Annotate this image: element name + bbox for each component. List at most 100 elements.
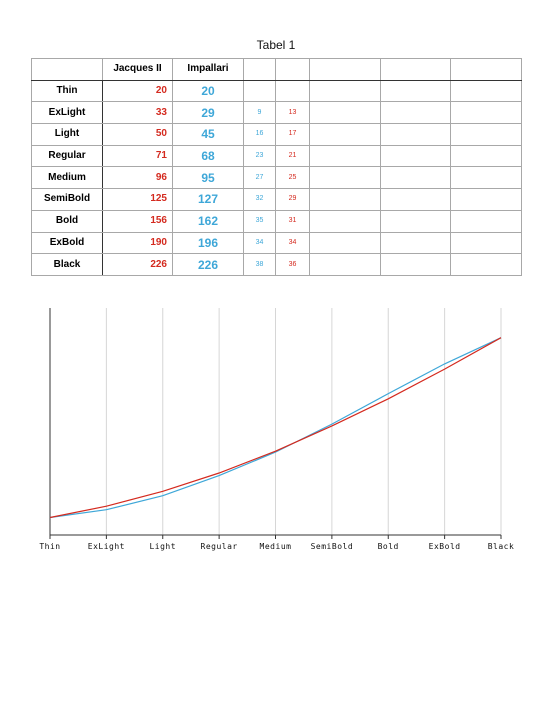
x-tick-label: Regular xyxy=(201,542,238,551)
header-cell xyxy=(275,58,310,81)
empty-cell xyxy=(380,166,451,190)
empty-cell xyxy=(380,209,451,233)
empty-cell xyxy=(380,231,451,255)
empty-cell xyxy=(450,231,522,255)
impallari-value: 45 xyxy=(172,123,244,146)
impallari-step: 27 xyxy=(243,166,276,190)
jacques-step: 21 xyxy=(275,144,310,168)
jacques-value: 226 xyxy=(102,253,173,276)
jacques-value: 190 xyxy=(102,231,173,255)
impallari-step: 23 xyxy=(243,144,276,168)
line-chart: Thin ExLight Light Regular Medium SemiBold Bol… xyxy=(39,308,515,551)
x-tick-label: Black xyxy=(488,542,515,551)
header-cell xyxy=(380,58,451,81)
empty-cell xyxy=(309,209,381,233)
impallari-value: 20 xyxy=(172,79,244,103)
series-line-jacques xyxy=(49,337,502,519)
table-row: Medium 96 95 27 25 xyxy=(31,166,522,190)
header-cell: Impallari xyxy=(172,58,244,81)
impallari-value: 29 xyxy=(172,101,244,125)
table-row: SemiBold 125 127 32 29 xyxy=(31,188,522,211)
empty-cell xyxy=(309,253,381,276)
impallari-value: 226 xyxy=(172,253,244,276)
row-label: Bold xyxy=(31,209,103,233)
jacques-step: 34 xyxy=(275,231,310,255)
table-row: Black 226 226 38 36 xyxy=(31,253,522,276)
table-row: Thin 20 20 xyxy=(31,79,522,103)
jacques-value: 156 xyxy=(102,209,173,233)
row-label: ExLight xyxy=(31,101,103,125)
jacques-step: 31 xyxy=(275,209,310,233)
row-label: Thin xyxy=(31,79,103,103)
x-tick-label: Thin xyxy=(39,542,60,551)
jacques-value: 33 xyxy=(102,101,173,125)
x-tick-labels: Thin ExLight Light Regular Medium SemiBold Bol… xyxy=(39,542,515,551)
row-label: Black xyxy=(31,253,103,276)
jacques-value: 71 xyxy=(102,144,173,168)
empty-cell xyxy=(380,144,451,168)
empty-cell xyxy=(309,123,381,146)
empty-cell xyxy=(450,253,522,276)
empty-cell xyxy=(309,166,381,190)
x-ticks xyxy=(49,535,502,539)
empty-cell xyxy=(309,101,381,125)
x-tick-label: ExLight xyxy=(88,542,125,551)
empty-cell xyxy=(380,79,451,103)
empty-cell xyxy=(450,123,522,146)
impallari-step: 16 xyxy=(243,123,276,146)
empty-cell xyxy=(309,231,381,255)
header-cell xyxy=(243,58,276,81)
empty-cell xyxy=(450,166,522,190)
empty-cell xyxy=(380,101,451,125)
x-tick-label: Medium xyxy=(260,542,292,551)
empty-cell xyxy=(450,188,522,211)
series-lines xyxy=(49,337,502,519)
header-row: Jacques II Impallari xyxy=(31,58,522,81)
header-cell xyxy=(31,58,103,81)
empty-cell xyxy=(450,101,522,125)
jacques-step: 36 xyxy=(275,253,310,276)
impallari-step: 38 xyxy=(243,253,276,276)
table-row: ExLight 33 29 9 13 xyxy=(31,101,522,125)
jacques-step: 25 xyxy=(275,166,310,190)
jacques-value: 50 xyxy=(102,123,173,146)
table-row: ExBold 190 196 34 34 xyxy=(31,231,522,255)
empty-cell xyxy=(380,253,451,276)
impallari-step xyxy=(243,79,276,103)
empty-cell xyxy=(380,188,451,211)
impallari-value: 95 xyxy=(172,166,244,190)
row-label: ExBold xyxy=(31,231,103,255)
header-cell: Jacques II xyxy=(102,58,173,81)
table-title: Tabel 1 xyxy=(256,38,296,52)
impallari-step: 35 xyxy=(243,209,276,233)
x-tick-label: Bold xyxy=(378,542,399,551)
impallari-value: 127 xyxy=(172,188,244,211)
empty-cell xyxy=(450,209,522,233)
jacques-step: 13 xyxy=(275,101,310,125)
empty-cell xyxy=(450,79,522,103)
empty-cell xyxy=(450,144,522,168)
row-label: Light xyxy=(31,123,103,146)
jacques-value: 96 xyxy=(102,166,173,190)
row-label: SemiBold xyxy=(31,188,103,211)
impallari-value: 68 xyxy=(172,144,244,168)
empty-cell xyxy=(380,123,451,146)
impallari-value: 162 xyxy=(172,209,244,233)
impallari-step: 9 xyxy=(243,101,276,125)
row-label: Regular xyxy=(31,144,103,168)
jacques-value: 125 xyxy=(102,188,173,211)
empty-cell xyxy=(309,79,381,103)
row-label: Medium xyxy=(31,166,103,190)
impallari-step: 34 xyxy=(243,231,276,255)
x-tick-label: Light xyxy=(149,542,176,551)
header-cell xyxy=(309,58,381,81)
table-row: Bold 156 162 35 31 xyxy=(31,209,522,233)
jacques-step: 29 xyxy=(275,188,310,211)
x-tick-label: ExBold xyxy=(429,542,461,551)
impallari-value: 196 xyxy=(172,231,244,255)
impallari-step: 32 xyxy=(243,188,276,211)
empty-cell xyxy=(309,188,381,211)
header-cell xyxy=(450,58,522,81)
table-row: Light 50 45 16 17 xyxy=(31,123,522,146)
jacques-value: 20 xyxy=(102,79,173,103)
